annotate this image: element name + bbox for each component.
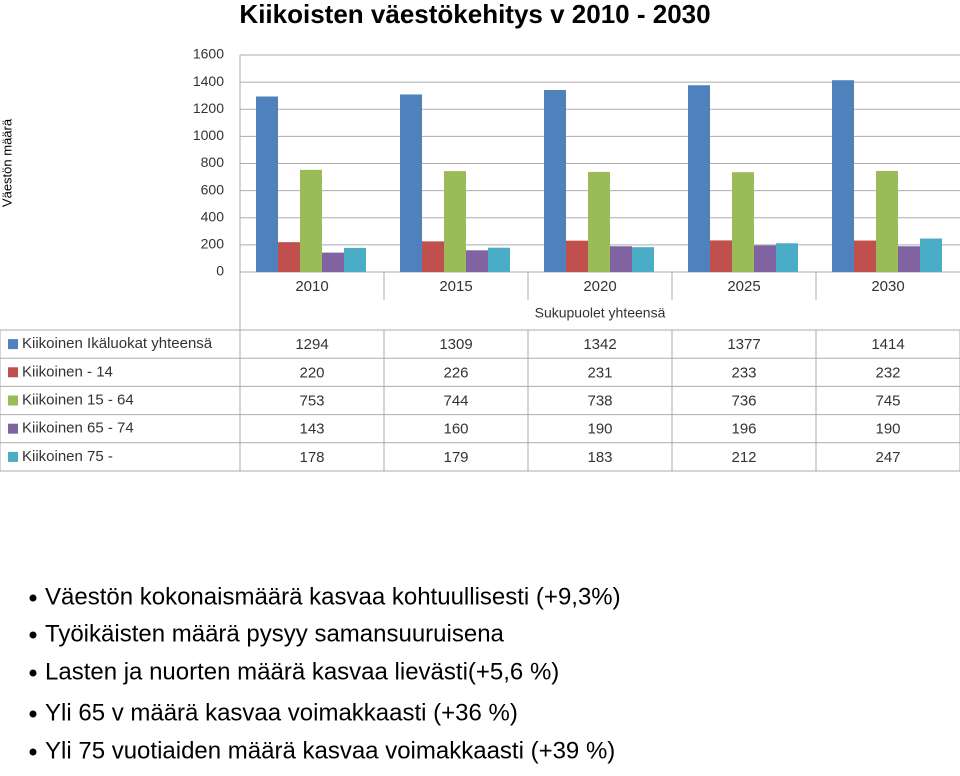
y-tick-label: 400 [201,208,225,224]
table-value: 143 [299,421,324,438]
x-tick-label: 2010 [295,278,328,295]
bullet-text: Työikäisten määrä pysyy samansuuruisena [45,620,505,647]
bar [832,80,854,272]
x-tick-label: 2015 [439,278,472,295]
bullet-dot [29,594,37,602]
bar [920,238,942,272]
y-tick-label: 200 [201,236,225,252]
bar [322,252,344,272]
bar [688,85,710,272]
bar [466,250,488,272]
y-tick-label: 1200 [193,100,224,116]
legend-label: Kiikoinen 65 - 74 [22,420,134,437]
table-value: 232 [875,364,900,381]
bar [488,247,510,272]
bar [256,96,278,272]
bullet-text: Väestön kokonaismäärä kasvaa kohtuullise… [45,583,621,610]
table-value: 226 [443,364,468,381]
legend-label: Kiikoinen Ikäluokat yhteensä [22,335,213,352]
table-value: 160 [443,421,468,438]
table-value: 179 [443,449,468,466]
y-tick-label: 600 [201,181,225,197]
bar [588,171,610,272]
bar [610,246,632,272]
legend-label: Kiikoinen 75 - [22,448,113,465]
legend-label: Kiikoinen 15 - 64 [22,391,134,408]
y-tick-label: 1600 [193,46,224,62]
y-tick-label: 1400 [193,73,224,89]
legend-swatch [8,395,18,406]
bar [300,169,322,272]
table-value: 1414 [871,336,904,353]
bullet-dot [29,710,37,718]
bar [400,94,422,272]
bar [278,242,300,272]
x-tick-label: 2030 [871,278,904,295]
table-value: 233 [731,364,756,381]
table-value: 183 [587,449,612,466]
bullet-text: Yli 75 vuotiaiden määrä kasvaa voimakkaa… [45,737,615,764]
table-value: 190 [875,421,900,438]
bar [776,243,798,272]
table-value: 1377 [727,336,760,353]
bullet-dot [29,748,37,756]
bar [710,240,732,272]
bar [876,170,898,272]
y-axis-label: Väestön määrä [0,118,14,207]
bar [544,89,566,273]
table-value: 247 [875,449,900,466]
table-value: 1342 [583,336,616,353]
bar [632,247,654,272]
table-value: 744 [443,392,468,409]
bar [854,240,876,272]
y-tick-label: 800 [201,154,225,170]
table-value: 190 [587,421,612,438]
x-tick-label: 2025 [727,278,760,295]
legend-swatch [8,423,18,434]
bullet-text: Yli 65 v määrä kasvaa voimakkaasti (+36 … [45,699,518,726]
table-value: 178 [299,449,324,466]
bar [344,247,366,272]
table-value: 220 [299,364,324,381]
table-value: 231 [587,364,612,381]
legend-swatch [8,451,18,462]
chart-title: Kiikoisten väestökehitys v 2010 - 2030 [239,0,710,29]
table-value: 212 [731,449,756,466]
bar [754,245,776,272]
x-axis-label: Sukupuolet yhteensä [535,305,666,321]
legend-swatch [8,339,18,350]
bar [444,171,466,272]
bullet-dot [29,669,37,677]
y-tick-label: 0 [216,263,224,279]
table-value: 1309 [439,336,472,353]
y-tick-label: 1000 [193,127,224,143]
table-value: 753 [299,392,324,409]
table-value: 736 [731,392,756,409]
table-value: 738 [587,392,612,409]
legend-label: Kiikoinen - 14 [22,363,113,380]
bullet-dot [29,631,37,639]
bar [898,246,920,272]
bar [732,172,754,272]
table-value: 196 [731,421,756,438]
table-value: 745 [875,392,900,409]
x-tick-label: 2020 [583,278,616,295]
bullet-text: Lasten ja nuorten määrä kasvaa lievästi(… [45,658,559,685]
table-value: 1294 [295,336,328,353]
bar [422,241,444,272]
legend-swatch [8,367,18,378]
bar [566,240,588,272]
